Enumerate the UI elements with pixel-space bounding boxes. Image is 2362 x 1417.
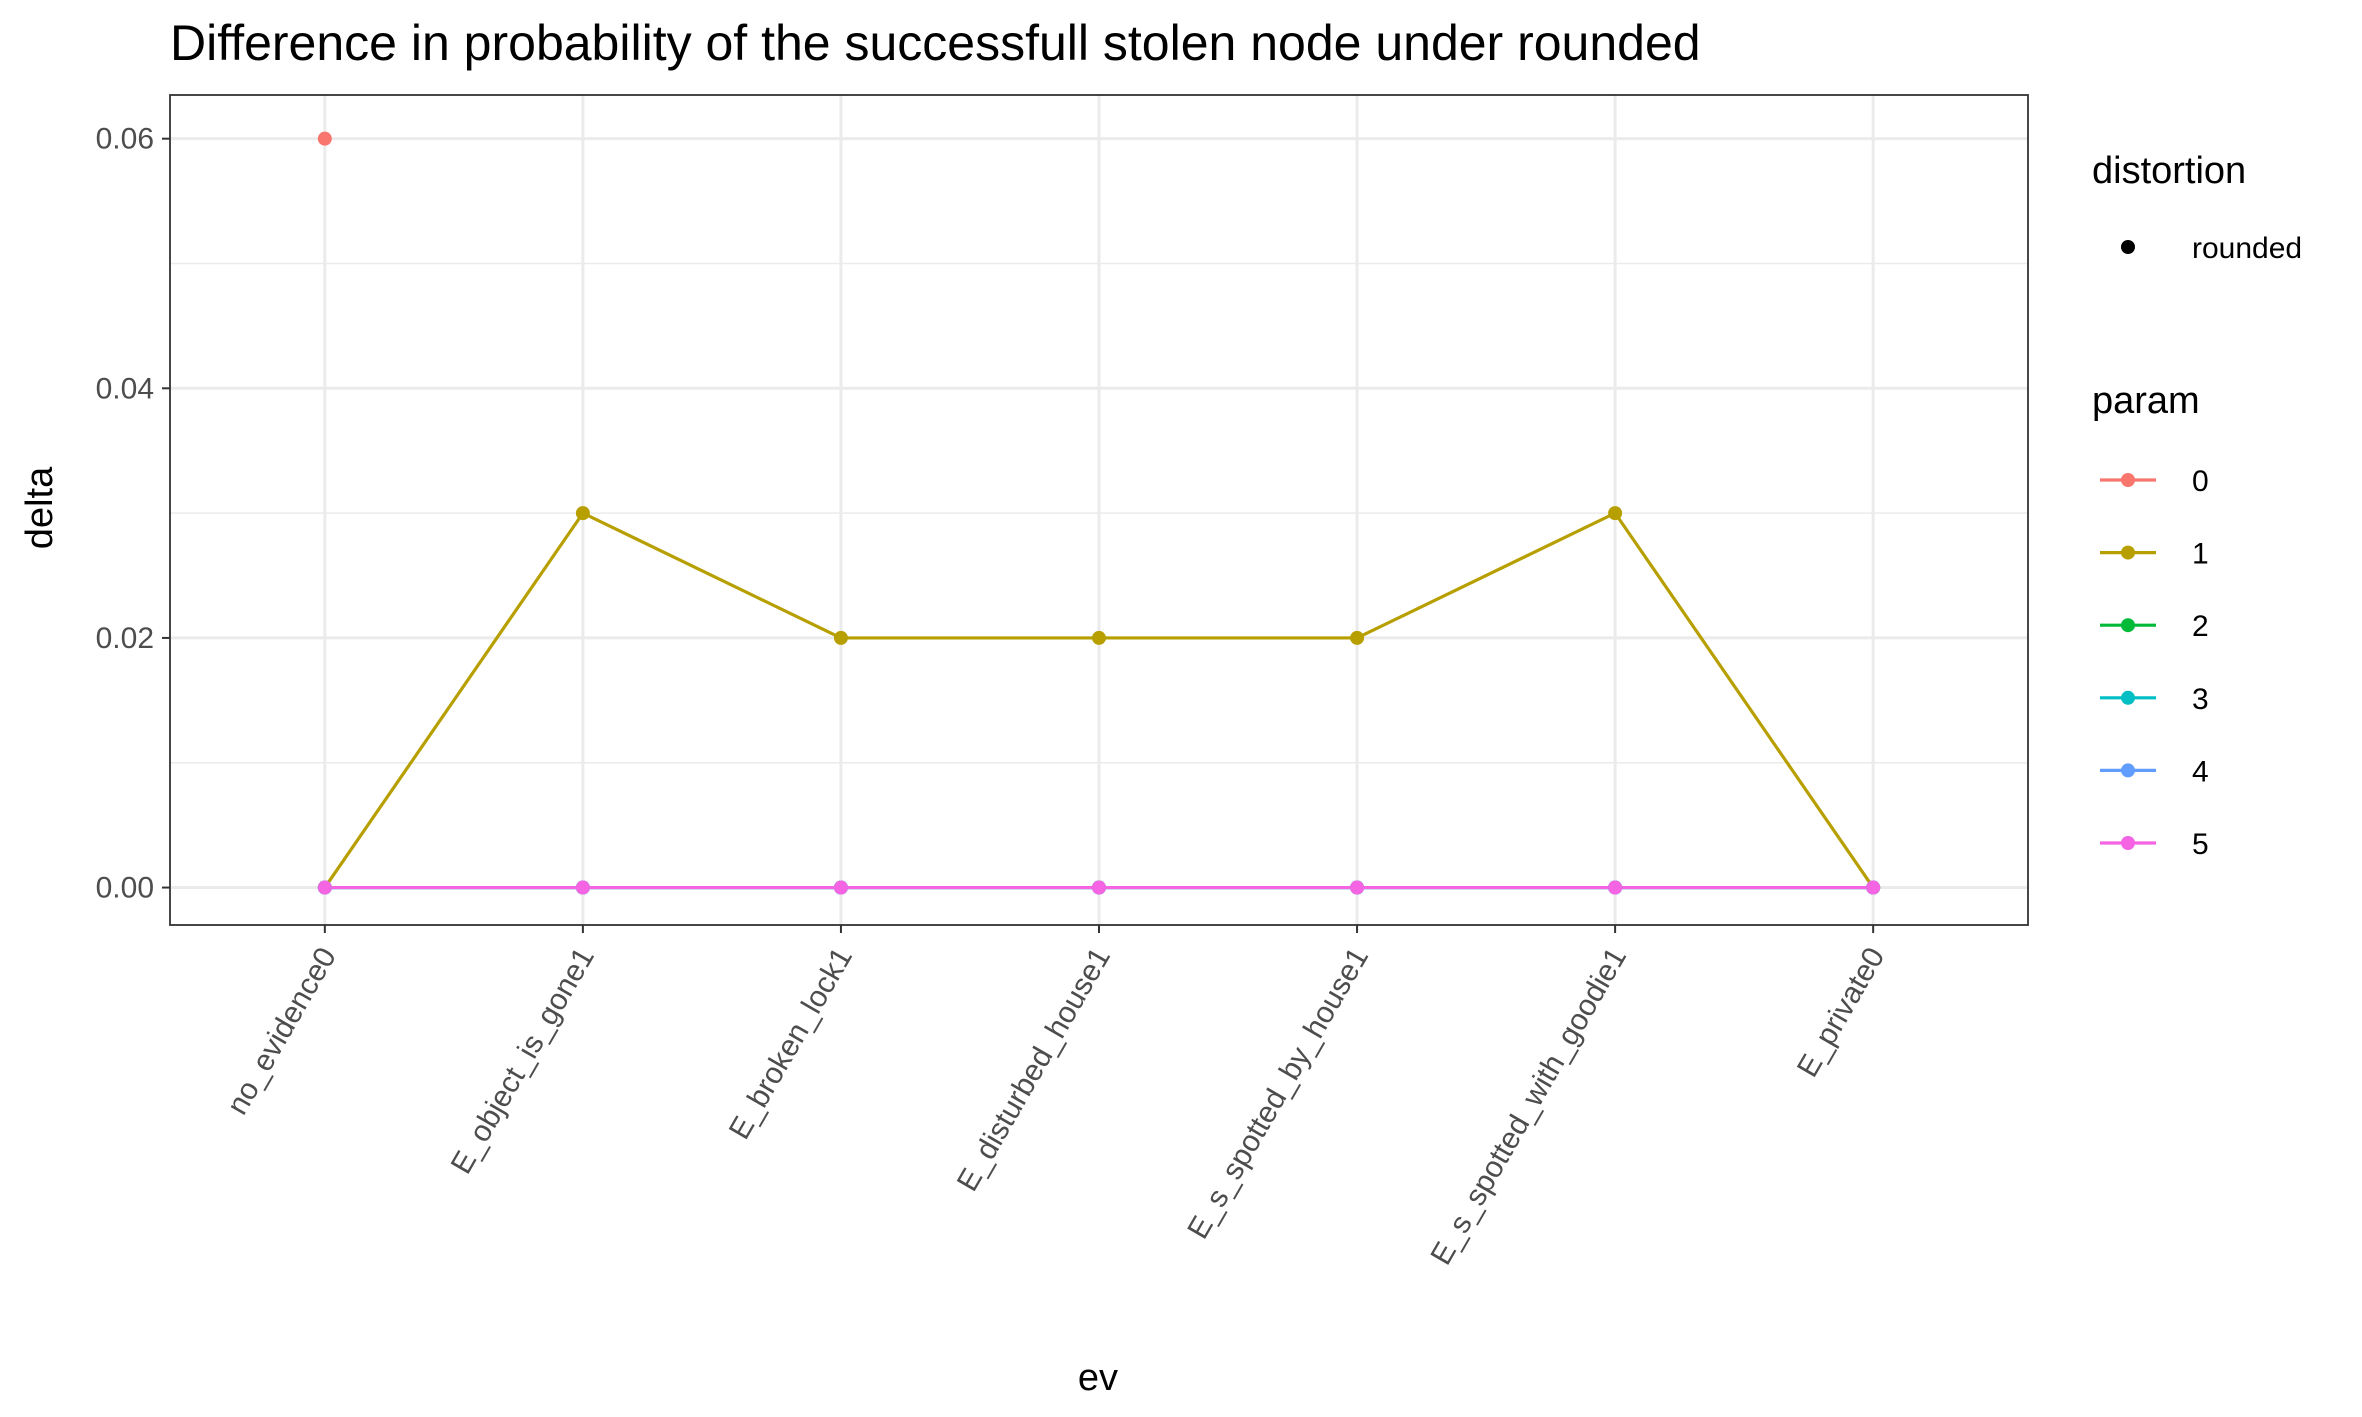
legend-label-0: 0 (2192, 465, 2209, 498)
y-tick-label: 0.04 (96, 372, 154, 405)
data-point-series-1 (575, 506, 590, 521)
series-points (317, 131, 1881, 895)
legend: distortion rounded param 0 1 2 3 4 5 (2092, 150, 2302, 861)
legend-label-4: 4 (2192, 755, 2209, 788)
legend-key-point-0 (2121, 473, 2135, 487)
data-point-series-5 (1092, 880, 1106, 895)
x-tick-label: E_object_is_gone1 (445, 942, 601, 1180)
legend-key-point-4 (2121, 763, 2135, 778)
legend-label-1: 1 (2192, 538, 2209, 571)
data-point-series-1 (833, 630, 848, 645)
legend-label-5: 5 (2192, 828, 2209, 861)
x-axis: no_evidence0 E_object_is_gone1 E_broken_lo… (221, 925, 1891, 1271)
legend-key-point-3 (2121, 690, 2135, 705)
x-tick-label: E_disturbed_house1 (951, 942, 1117, 1197)
legend-label-2: 2 (2192, 610, 2209, 643)
chart-title: Difference in probability of the success… (170, 15, 1701, 71)
data-point-series-5 (317, 880, 332, 895)
legend-title-param: param (2092, 380, 2200, 422)
data-point-series-5 (833, 880, 848, 895)
x-tick-label: E_s_spotted_with_goodie1 (1424, 942, 1633, 1271)
data-point-series-5 (575, 880, 590, 895)
y-axis: 0.00 0.02 0.04 0.06 (96, 123, 170, 905)
x-axis-title: ev (1078, 1357, 1118, 1399)
data-point-series-1 (1092, 630, 1106, 645)
y-tick-label: 0.06 (96, 123, 154, 156)
data-point-series-5 (1866, 880, 1881, 895)
legend-key-shape (2121, 240, 2135, 254)
data-point-series-0 (317, 131, 332, 146)
data-point-series-5 (1350, 880, 1365, 895)
data-point-series-1 (1350, 630, 1365, 645)
x-tick-label: E_broken_lock1 (723, 942, 859, 1145)
y-axis-title: delta (19, 466, 61, 549)
y-tick-label: 0.02 (96, 622, 154, 655)
legend-label-shape: rounded (2192, 232, 2302, 265)
grid-lines (170, 95, 2028, 925)
data-point-series-1 (1608, 506, 1623, 521)
y-tick-label: 0.00 (96, 872, 154, 905)
legend-label-3: 3 (2192, 683, 2209, 716)
legend-key-point-1 (2121, 545, 2135, 560)
x-tick-label: no_evidence0 (221, 942, 343, 1120)
data-point-series-5 (1608, 880, 1623, 895)
legend-key-point-5 (2121, 836, 2135, 850)
x-tick-label: E_private0 (1791, 942, 1891, 1083)
x-tick-label: E_s_spotted_by_house1 (1181, 942, 1375, 1245)
legend-key-point-2 (2121, 618, 2135, 633)
legend-title-distortion: distortion (2092, 150, 2246, 192)
